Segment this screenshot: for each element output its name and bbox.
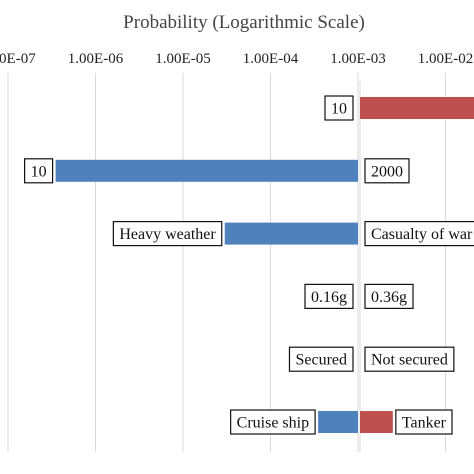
high-label: 0.36g — [364, 283, 414, 309]
bar-low — [318, 411, 358, 433]
label-box — [304, 283, 354, 309]
bar-low — [224, 222, 358, 245]
high-label: 2000 — [364, 158, 410, 184]
label-box — [288, 346, 354, 372]
label-text: 10 — [331, 101, 347, 118]
label-text: Tanker — [402, 415, 447, 432]
high-label: Tanker — [395, 409, 453, 435]
high-label: Not secured — [364, 346, 455, 372]
low-label: 0.16g — [304, 283, 354, 309]
low-label: 10 — [324, 95, 354, 121]
x-tick-label: 1.00E-05 — [155, 51, 210, 67]
x-tick-label: 1.00E-02 — [418, 51, 473, 67]
label-text: 0.16g — [311, 289, 347, 306]
label-box — [230, 409, 316, 435]
low-label: 10 — [24, 158, 54, 184]
bar-layer: 10 10 2000 Heavy weather Casualty of war 0.16… — [24, 95, 474, 435]
label-text: 2000 — [371, 163, 403, 180]
label-text: Not secured — [371, 352, 448, 369]
label-text: Cruise ship — [237, 415, 309, 432]
x-tick-label: 1.00E-03 — [330, 51, 385, 67]
label-box — [364, 158, 410, 184]
chart-title: Probability (Logarithmic Scale) — [123, 12, 365, 33]
label-box — [364, 221, 474, 247]
x-axis-ticks: 1.00E-07 1.00E-06 1.00E-05 1.00E-04 1.00E-03… — [0, 51, 473, 67]
label-text: Casualty of war — [371, 226, 473, 243]
x-tick-label: 1.00E-07 — [0, 51, 36, 67]
x-tick-label: 1.00E-06 — [68, 51, 124, 67]
label-text: 10 — [31, 163, 47, 180]
bar-high — [360, 411, 393, 433]
x-tick-label: 1.00E-04 — [243, 51, 299, 67]
low-label: Cruise ship — [230, 409, 316, 435]
bar-high — [360, 97, 474, 119]
label-text: Secured — [295, 352, 347, 369]
label-box — [324, 95, 354, 121]
label-box — [395, 409, 453, 435]
label-text: Heavy weather — [119, 226, 216, 243]
high-label: Casualty of war — [364, 221, 474, 247]
label-box — [24, 158, 54, 184]
low-label: Secured — [288, 346, 354, 372]
grid-layer — [7, 73, 446, 452]
label-text: 0.36g — [371, 289, 407, 306]
label-box — [112, 221, 223, 247]
low-label: Heavy weather — [112, 221, 223, 247]
label-box — [364, 346, 455, 372]
label-box — [364, 283, 414, 309]
bar-low — [55, 159, 358, 182]
